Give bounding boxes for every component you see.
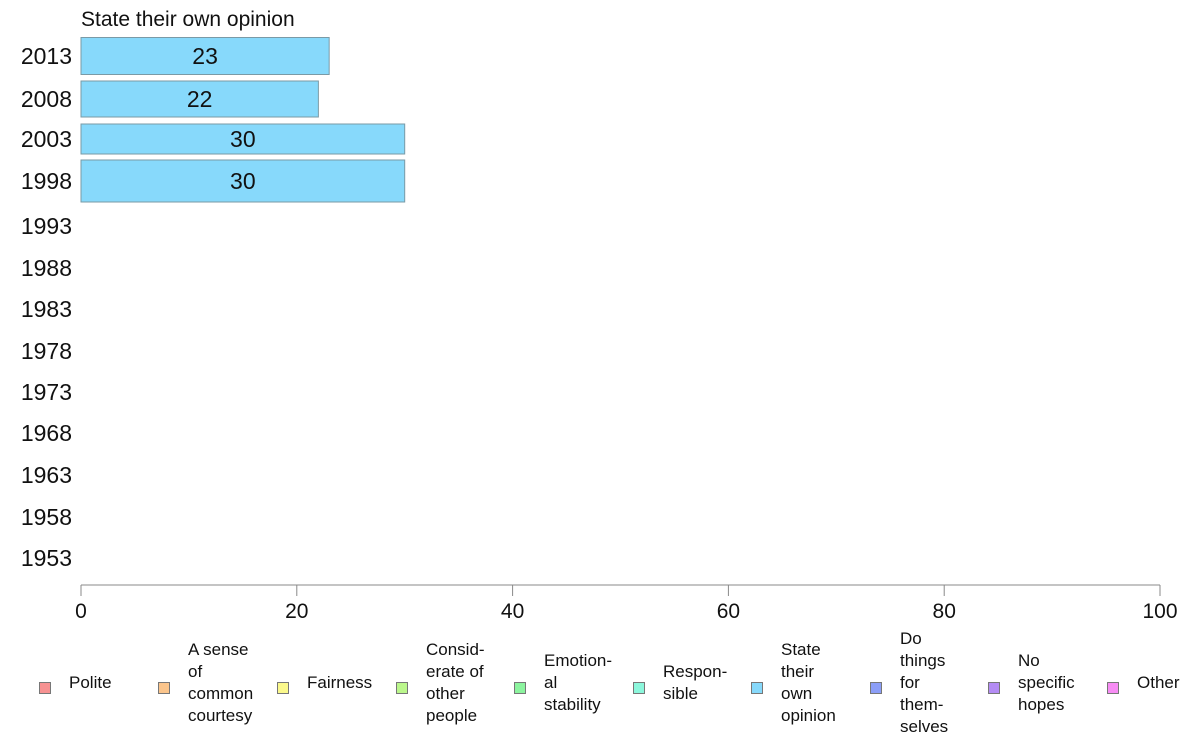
y-tick-label: 1968 (21, 420, 72, 446)
y-tick-label: 2003 (21, 126, 72, 152)
y-tick-label: 2013 (21, 43, 72, 69)
x-tick-label: 0 (75, 600, 87, 623)
legend-swatch (39, 682, 51, 694)
bar-value-label: 30 (230, 168, 256, 194)
bar (80, 123, 406, 155)
legend-swatch (988, 682, 1000, 694)
bar (80, 37, 330, 75)
bar-value-label: 30 (230, 126, 256, 152)
legend-label: A sense of common courtesy (188, 640, 254, 725)
legend-label: Polite (69, 673, 112, 692)
legend-swatch (1107, 682, 1119, 694)
legend-label: No specific hopes (1018, 651, 1075, 714)
legend-swatch (633, 682, 645, 694)
y-tick-label: 1973 (21, 379, 72, 405)
legend-swatch (158, 682, 170, 694)
x-tick-label: 40 (501, 600, 524, 623)
chart-title: State their own opinion (81, 8, 295, 31)
legend-label: State their own opinion (781, 640, 836, 725)
legend-label: Other (1137, 673, 1180, 692)
legend-swatch (277, 682, 289, 694)
x-tick-label: 20 (285, 600, 308, 623)
y-tick-label: 1998 (21, 168, 72, 194)
y-tick-label: 1993 (21, 213, 72, 239)
legend: Polite A sense of common courtesy Fairness… (0, 629, 1188, 736)
x-tick-label: 100 (1142, 600, 1177, 623)
bar-chart: State their own opinion 2013 2008 2003 1998… (21, 8, 1178, 623)
y-axis-labels: 2013 2008 2003 1998 1993 1988 1983 1978 1973 1968… (21, 43, 72, 571)
x-axis-ticks: 0 20 40 60 80 100 (75, 585, 1178, 623)
legend-label: Consid- erate of other people (426, 640, 485, 725)
x-tick-label: 60 (717, 600, 740, 623)
y-tick-label: 1958 (21, 504, 72, 530)
legend-label: Respon- sible (663, 662, 728, 703)
legend-swatch (514, 682, 526, 694)
legend-label: Do things for them- selves (900, 629, 949, 736)
bar-value-label: 22 (187, 86, 213, 112)
legend-swatch (751, 682, 763, 694)
bar (80, 80, 319, 118)
legend-swatch (870, 682, 882, 694)
legend-label: Fairness (307, 673, 373, 692)
y-tick-label: 1988 (21, 255, 72, 281)
bars (80, 37, 406, 203)
bar-value-label: 23 (192, 43, 218, 69)
y-tick-label: 1963 (21, 462, 72, 488)
y-tick-label: 2008 (21, 86, 72, 112)
legend-label: Emotion- al stability (544, 651, 613, 714)
bar-value-labels: 23 22 30 30 (187, 43, 256, 194)
y-tick-label: 1983 (21, 296, 72, 322)
legend-swatch (396, 682, 408, 694)
bar (80, 159, 406, 203)
y-tick-label: 1978 (21, 338, 72, 364)
x-tick-label: 80 (933, 600, 956, 623)
y-tick-label: 1953 (21, 545, 72, 571)
